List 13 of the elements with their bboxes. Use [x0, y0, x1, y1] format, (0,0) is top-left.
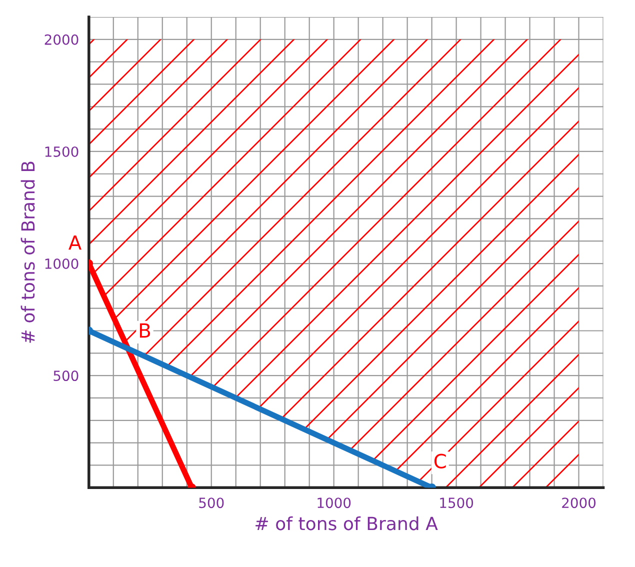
annotation: A [68, 235, 82, 250]
x-tick-label: 2000 [562, 498, 596, 508]
x-axis-title: # of tons of Brand A [256, 516, 438, 530]
y-tick-label: 2000 [44, 34, 78, 45]
x-tick-label: 1500 [440, 498, 474, 508]
y-tick-label: 1000 [45, 258, 78, 269]
y-tick-label: 1500 [45, 146, 78, 157]
y-axis-title: # of tons of Brand B [20, 162, 35, 343]
x-tick-label: 1000 [318, 498, 351, 508]
annotation: C [434, 454, 446, 468]
annotation: B [140, 323, 150, 338]
y-tick-label: 500 [54, 370, 78, 382]
x-tick-label: 500 [199, 498, 224, 508]
